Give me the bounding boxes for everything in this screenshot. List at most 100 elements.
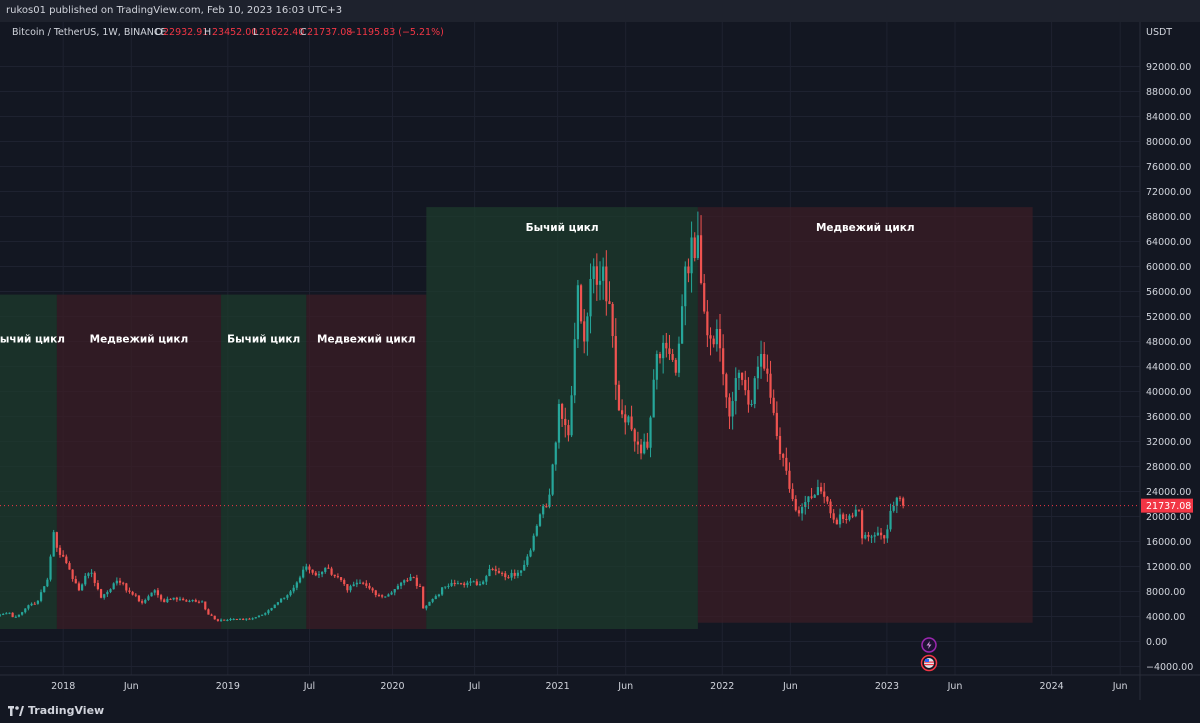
change-value: −1195.83 (−5.21%) [348,27,444,38]
candle [861,508,864,545]
low-value: 21622.40 [259,27,304,38]
candle [137,595,141,603]
candle [621,399,624,419]
candle [469,578,472,586]
open-label: O [155,27,162,38]
x-tick-label: 2023 [875,681,899,692]
candle [343,578,346,586]
candle [687,258,690,283]
candle [583,309,586,354]
candle [33,601,36,605]
candle [324,567,327,574]
candle [71,569,74,582]
candle [235,618,238,620]
candle [854,504,857,518]
candle [283,597,286,600]
y-tick-label: 16000.00 [1146,537,1191,548]
x-tick-label: Jul [303,681,315,692]
y-tick-label: 24000.00 [1146,487,1191,498]
close-value: 21737.08 [307,27,352,38]
candle [842,512,845,524]
cycle-zones [0,207,1033,629]
candle [68,561,71,570]
candle [115,577,118,586]
candle [365,580,368,589]
candle [614,318,617,400]
candle [829,499,832,519]
candle [276,601,279,606]
candle [816,479,819,496]
us-flag-event-icon[interactable] [920,654,938,672]
candle [497,567,501,574]
candle [677,336,681,378]
candle [437,593,441,598]
candle [722,334,725,386]
candle [870,534,873,544]
tradingview-logo[interactable]: TradingView [8,704,104,717]
candle [52,529,55,557]
candle [387,593,390,597]
candle [759,340,763,379]
candle [459,582,463,585]
candle [731,391,734,430]
candle [396,583,399,590]
high-label: H [204,27,211,38]
candle [747,377,750,413]
candle [112,582,115,590]
y-tick-label: −4000.00 [1146,662,1193,673]
candle [573,322,576,404]
price-axis[interactable]: USDT −4000.00 0.00 4000.00 8000.00 12000.00 1… [1139,22,1193,700]
y-tick-label: 76000.00 [1146,162,1191,173]
price-chart[interactable]: Бычий цикл Медвежий цикл Бычий цикл Медвежи… [0,22,1200,700]
candle [163,598,166,603]
candle [579,283,583,324]
candle [526,554,529,567]
time-axis[interactable]: 2018 Jun 2019 Jul 2020 Jul 2021 Jun 2022 Jun 2023 J… [0,674,1200,692]
candle [472,580,475,583]
candle [892,501,895,513]
candle [532,533,535,552]
lightning-event-icon[interactable] [921,637,937,653]
candle [21,611,24,616]
candle [886,524,889,543]
candle [302,566,305,579]
candle [646,432,649,450]
candle [848,513,851,522]
publisher-line: rukos01 published on TradingView.com, Fe… [6,5,343,16]
candle [453,579,456,587]
candle [570,385,573,438]
candle [412,576,415,579]
y-tick-label: 0.00 [1146,637,1167,648]
x-tick-label: Jun [123,681,139,692]
close-label: C [300,27,307,38]
candle [330,566,333,576]
candle [201,600,204,603]
candle [55,531,58,552]
candle [90,569,93,578]
candle [744,370,747,396]
candle [510,569,513,581]
candle [62,550,65,558]
cycle-zone-label: Бычий цикл [526,222,599,234]
candle [662,335,665,374]
bull-cycle-zone [221,294,307,629]
candle [257,615,261,618]
y-tick-label: 80000.00 [1146,137,1191,148]
y-tick-label: 60000.00 [1146,262,1191,273]
candle [519,570,523,576]
candle [65,554,68,565]
candle [131,590,134,596]
chart-area[interactable]: Бычий цикл Медвежий цикл Бычий цикл Медвежи… [0,22,1200,700]
candle [699,215,703,285]
x-tick-label: 2021 [546,681,570,692]
candle [542,503,545,519]
cycle-zone-label: Медвежий цикл [90,334,189,346]
candle [564,407,567,438]
candle [456,580,459,585]
cycle-zone-labels: Бычий цикл Медвежий цикл Бычий цикл Медвежи… [0,222,915,346]
candle [261,614,264,616]
x-tick-label: Jun [947,681,963,692]
candle [832,509,835,524]
symbol-legend: Bitcoin / TetherUS, 1W, BINANCE O 22932.… [12,27,444,38]
candle [889,503,892,532]
